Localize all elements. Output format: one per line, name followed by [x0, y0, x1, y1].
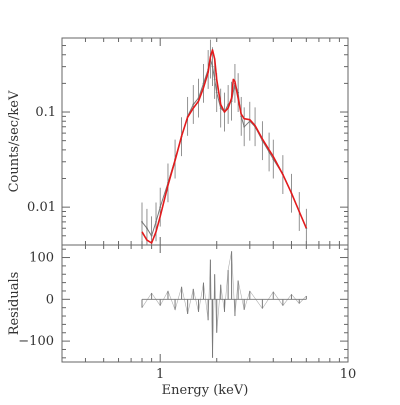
- data-point: [215, 91, 218, 94]
- data-point: [192, 103, 195, 106]
- data-point: [213, 78, 216, 81]
- data-point: [150, 234, 153, 237]
- residuals-y-tick-label: 0: [46, 292, 54, 307]
- panel-frames: [61, 37, 349, 363]
- data-point: [159, 206, 162, 209]
- data-point: [243, 125, 246, 128]
- data-point: [211, 65, 214, 68]
- residuals-y-tick-label: 100: [29, 251, 54, 266]
- model-curve: [141, 49, 308, 244]
- axis-ticks: [61, 38, 349, 362]
- x-tick-label: 1: [156, 367, 164, 382]
- spectrum-y-tick-label: 0.1: [35, 105, 56, 120]
- data-layer: [141, 39, 308, 358]
- data-point: [219, 107, 222, 109]
- residuals-panel-frame: [61, 244, 349, 363]
- text-layer: 0.1 0.01 100 0 −100 1 10 Counts/sec/keV Residual…: [7, 90, 356, 398]
- x-tick-label: 10: [340, 367, 357, 382]
- residuals-y-axis-title: Residuals: [7, 272, 22, 336]
- spectrum-y-tick-label: 0.01: [27, 200, 56, 215]
- data-point: [146, 227, 148, 230]
- spectrum-panel-frame: [61, 37, 349, 246]
- spectrum-y-axis-title: Counts/sec/keV: [7, 90, 22, 192]
- data-point: [155, 220, 157, 223]
- data-curve: [141, 58, 307, 237]
- x-axis-title: Energy (keV): [162, 383, 249, 398]
- residual-trace: [141, 251, 307, 358]
- residuals-y-tick-label: −100: [18, 334, 54, 349]
- data-point: [141, 220, 143, 223]
